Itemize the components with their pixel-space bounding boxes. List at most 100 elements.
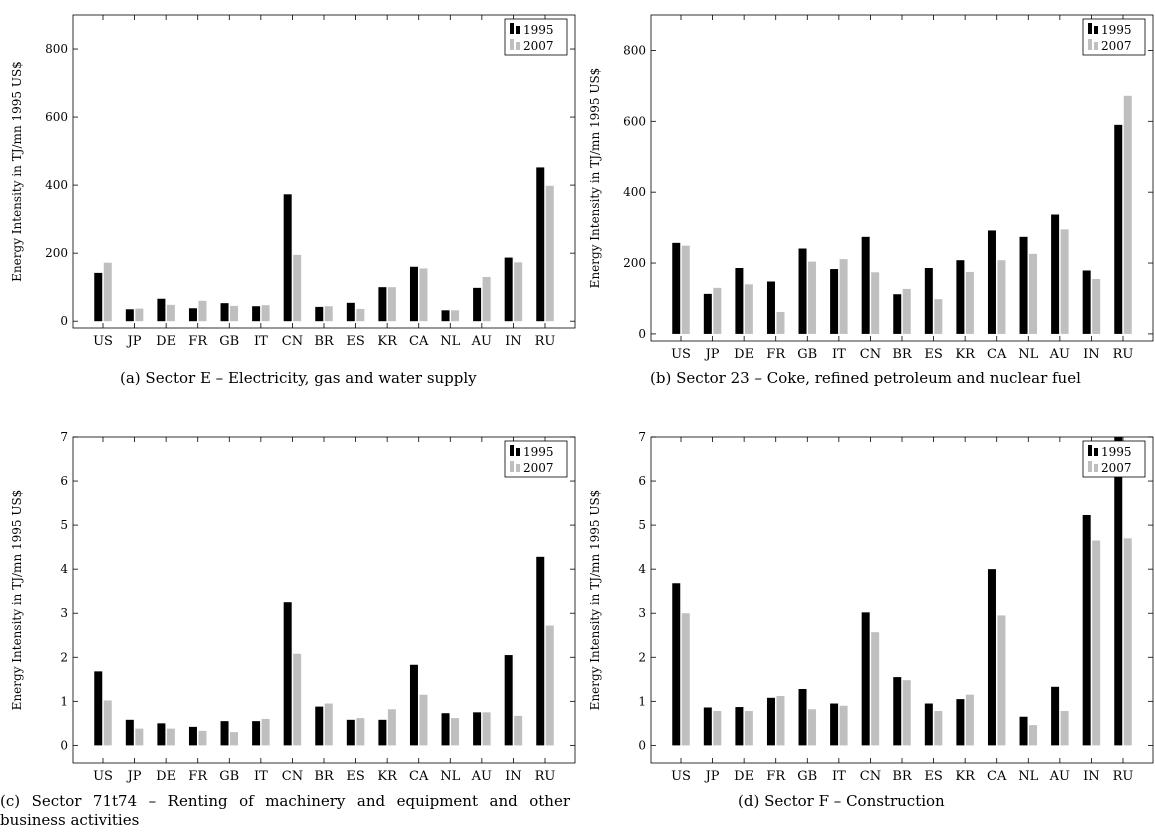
x-tick-label: BR bbox=[314, 334, 335, 349]
bar-1995-ES bbox=[346, 302, 355, 322]
y-tick-label: 200 bbox=[45, 246, 68, 260]
bar-1995-US bbox=[672, 242, 681, 334]
x-tick-label: KR bbox=[377, 769, 398, 784]
bar-1995-IN bbox=[1082, 514, 1091, 746]
x-tick-label: NL bbox=[1018, 347, 1038, 362]
x-tick-label: KR bbox=[955, 769, 976, 784]
x-tick-label: JP bbox=[126, 769, 142, 784]
legend-label-2007: 2007 bbox=[523, 39, 554, 53]
x-tick-label: CA bbox=[987, 347, 1007, 362]
bar-1995-NL bbox=[1019, 716, 1028, 746]
bar-1995-ES bbox=[924, 268, 933, 334]
bar-1995-KR bbox=[956, 260, 965, 334]
y-tick-label: 800 bbox=[623, 43, 646, 57]
legend-swatch-1995 bbox=[510, 445, 514, 456]
bar-2007-AU bbox=[482, 712, 491, 746]
legend-swatch-2007-b bbox=[516, 42, 520, 50]
x-tick-label: DE bbox=[734, 769, 754, 784]
x-tick-label: RU bbox=[1113, 769, 1134, 784]
bar-2007-DE bbox=[166, 728, 175, 746]
bar-1995-RU bbox=[1114, 124, 1123, 334]
plot-frame bbox=[650, 14, 1154, 342]
bar-1995-FR bbox=[188, 726, 197, 746]
bar-1995-CN bbox=[861, 612, 870, 746]
x-tick-label: GB bbox=[219, 334, 239, 349]
caption-a: (a) Sector E – Electricity, gas and wate… bbox=[120, 369, 477, 387]
y-tick-label: 4 bbox=[638, 562, 646, 576]
y-tick-label: 0 bbox=[60, 738, 68, 752]
bar-2007-IN bbox=[1092, 540, 1101, 746]
bar-2007-NL bbox=[1029, 253, 1038, 334]
bar-1995-KR bbox=[378, 719, 387, 746]
bar-1995-KR bbox=[956, 699, 965, 746]
bar-1995-NL bbox=[441, 713, 450, 746]
bar-2007-IT bbox=[261, 305, 270, 322]
bar-1995-CA bbox=[409, 664, 418, 746]
bar-1995-IT bbox=[252, 306, 261, 322]
y-tick-label: 0 bbox=[638, 738, 646, 752]
x-tick-label: BR bbox=[892, 347, 913, 362]
y-tick-label: 5 bbox=[638, 518, 646, 532]
y-tick-label: 4 bbox=[60, 562, 68, 576]
x-tick-label: IN bbox=[505, 769, 522, 784]
bar-1995-CN bbox=[283, 602, 292, 746]
x-tick-label: GB bbox=[797, 769, 817, 784]
bar-2007-KR bbox=[387, 709, 396, 746]
bar-1995-RU bbox=[536, 556, 545, 746]
bar-2007-IN bbox=[514, 262, 523, 322]
x-tick-label: ES bbox=[346, 334, 364, 349]
bar-1995-GB bbox=[220, 303, 229, 322]
y-axis-label: Energy Intensity in TJ/mn 1995 US$ bbox=[10, 61, 24, 282]
caption-d: (d) Sector F – Construction bbox=[738, 792, 945, 810]
bar-2007-US bbox=[103, 700, 112, 746]
y-tick-label: 3 bbox=[60, 606, 68, 620]
bar-1995-RU bbox=[536, 167, 545, 322]
bar-2007-GB bbox=[808, 709, 817, 746]
bar-2007-BR bbox=[324, 703, 333, 746]
legend-swatch-2007-b bbox=[516, 464, 520, 472]
x-tick-label: ES bbox=[924, 769, 942, 784]
bar-1995-RU bbox=[1114, 437, 1123, 746]
y-tick-label: 3 bbox=[638, 606, 646, 620]
bar-2007-NL bbox=[451, 718, 460, 746]
legend-swatch-1995-b bbox=[516, 448, 520, 456]
bar-2007-RU bbox=[1123, 95, 1132, 334]
bar-2007-ES bbox=[356, 308, 365, 322]
x-tick-label: FR bbox=[188, 334, 208, 349]
bar-2007-IT bbox=[839, 705, 848, 746]
y-tick-label: 7 bbox=[638, 430, 646, 444]
y-axis-label: Energy Intensity in TJ/mn 1995 US$ bbox=[10, 490, 24, 711]
chart-panel-b: 0 200 400 600 800 Energy Intensity in TJ/mn 1… bbox=[578, 0, 1155, 420]
y-tick-label: 6 bbox=[60, 474, 68, 488]
x-tick-label: GB bbox=[219, 769, 239, 784]
x-tick-label: KR bbox=[377, 334, 398, 349]
legend-swatch-1995 bbox=[1088, 445, 1092, 456]
y-tick-label: 2 bbox=[60, 650, 68, 664]
x-tick-label: BR bbox=[892, 769, 913, 784]
x-tick-label: DE bbox=[156, 769, 176, 784]
x-tick-label: NL bbox=[1018, 769, 1038, 784]
x-tick-label: NL bbox=[440, 334, 460, 349]
x-tick-label: FR bbox=[188, 769, 208, 784]
legend-swatch-2007-b bbox=[1094, 42, 1098, 50]
bar-2007-CN bbox=[293, 653, 302, 746]
x-tick-label: IT bbox=[254, 334, 268, 349]
x-tick-label: IT bbox=[254, 769, 268, 784]
bar-1995-IN bbox=[504, 655, 513, 746]
bar-1995-CN bbox=[283, 194, 292, 322]
bar-2007-FR bbox=[198, 730, 207, 746]
bar-2007-NL bbox=[1029, 725, 1038, 746]
y-axis-label: Energy Intensity in TJ/mn 1995 US$ bbox=[588, 490, 602, 711]
chart-panel-d: 0 1 2 3 4 5 6 7 Energy Intensity in TJ/mn 1995 U… bbox=[578, 422, 1155, 840]
x-tick-label: DE bbox=[734, 347, 754, 362]
bar-2007-US bbox=[681, 613, 690, 746]
bar-1995-IT bbox=[252, 721, 261, 746]
bar-1995-IT bbox=[830, 703, 839, 746]
bar-2007-IN bbox=[1092, 278, 1101, 334]
bar-1995-ES bbox=[346, 719, 355, 746]
bar-1995-NL bbox=[441, 310, 450, 322]
bar-2007-FR bbox=[776, 696, 785, 746]
bar-2007-KR bbox=[965, 694, 974, 746]
bar-2007-DE bbox=[744, 711, 753, 746]
bar-1995-JP bbox=[703, 707, 712, 746]
